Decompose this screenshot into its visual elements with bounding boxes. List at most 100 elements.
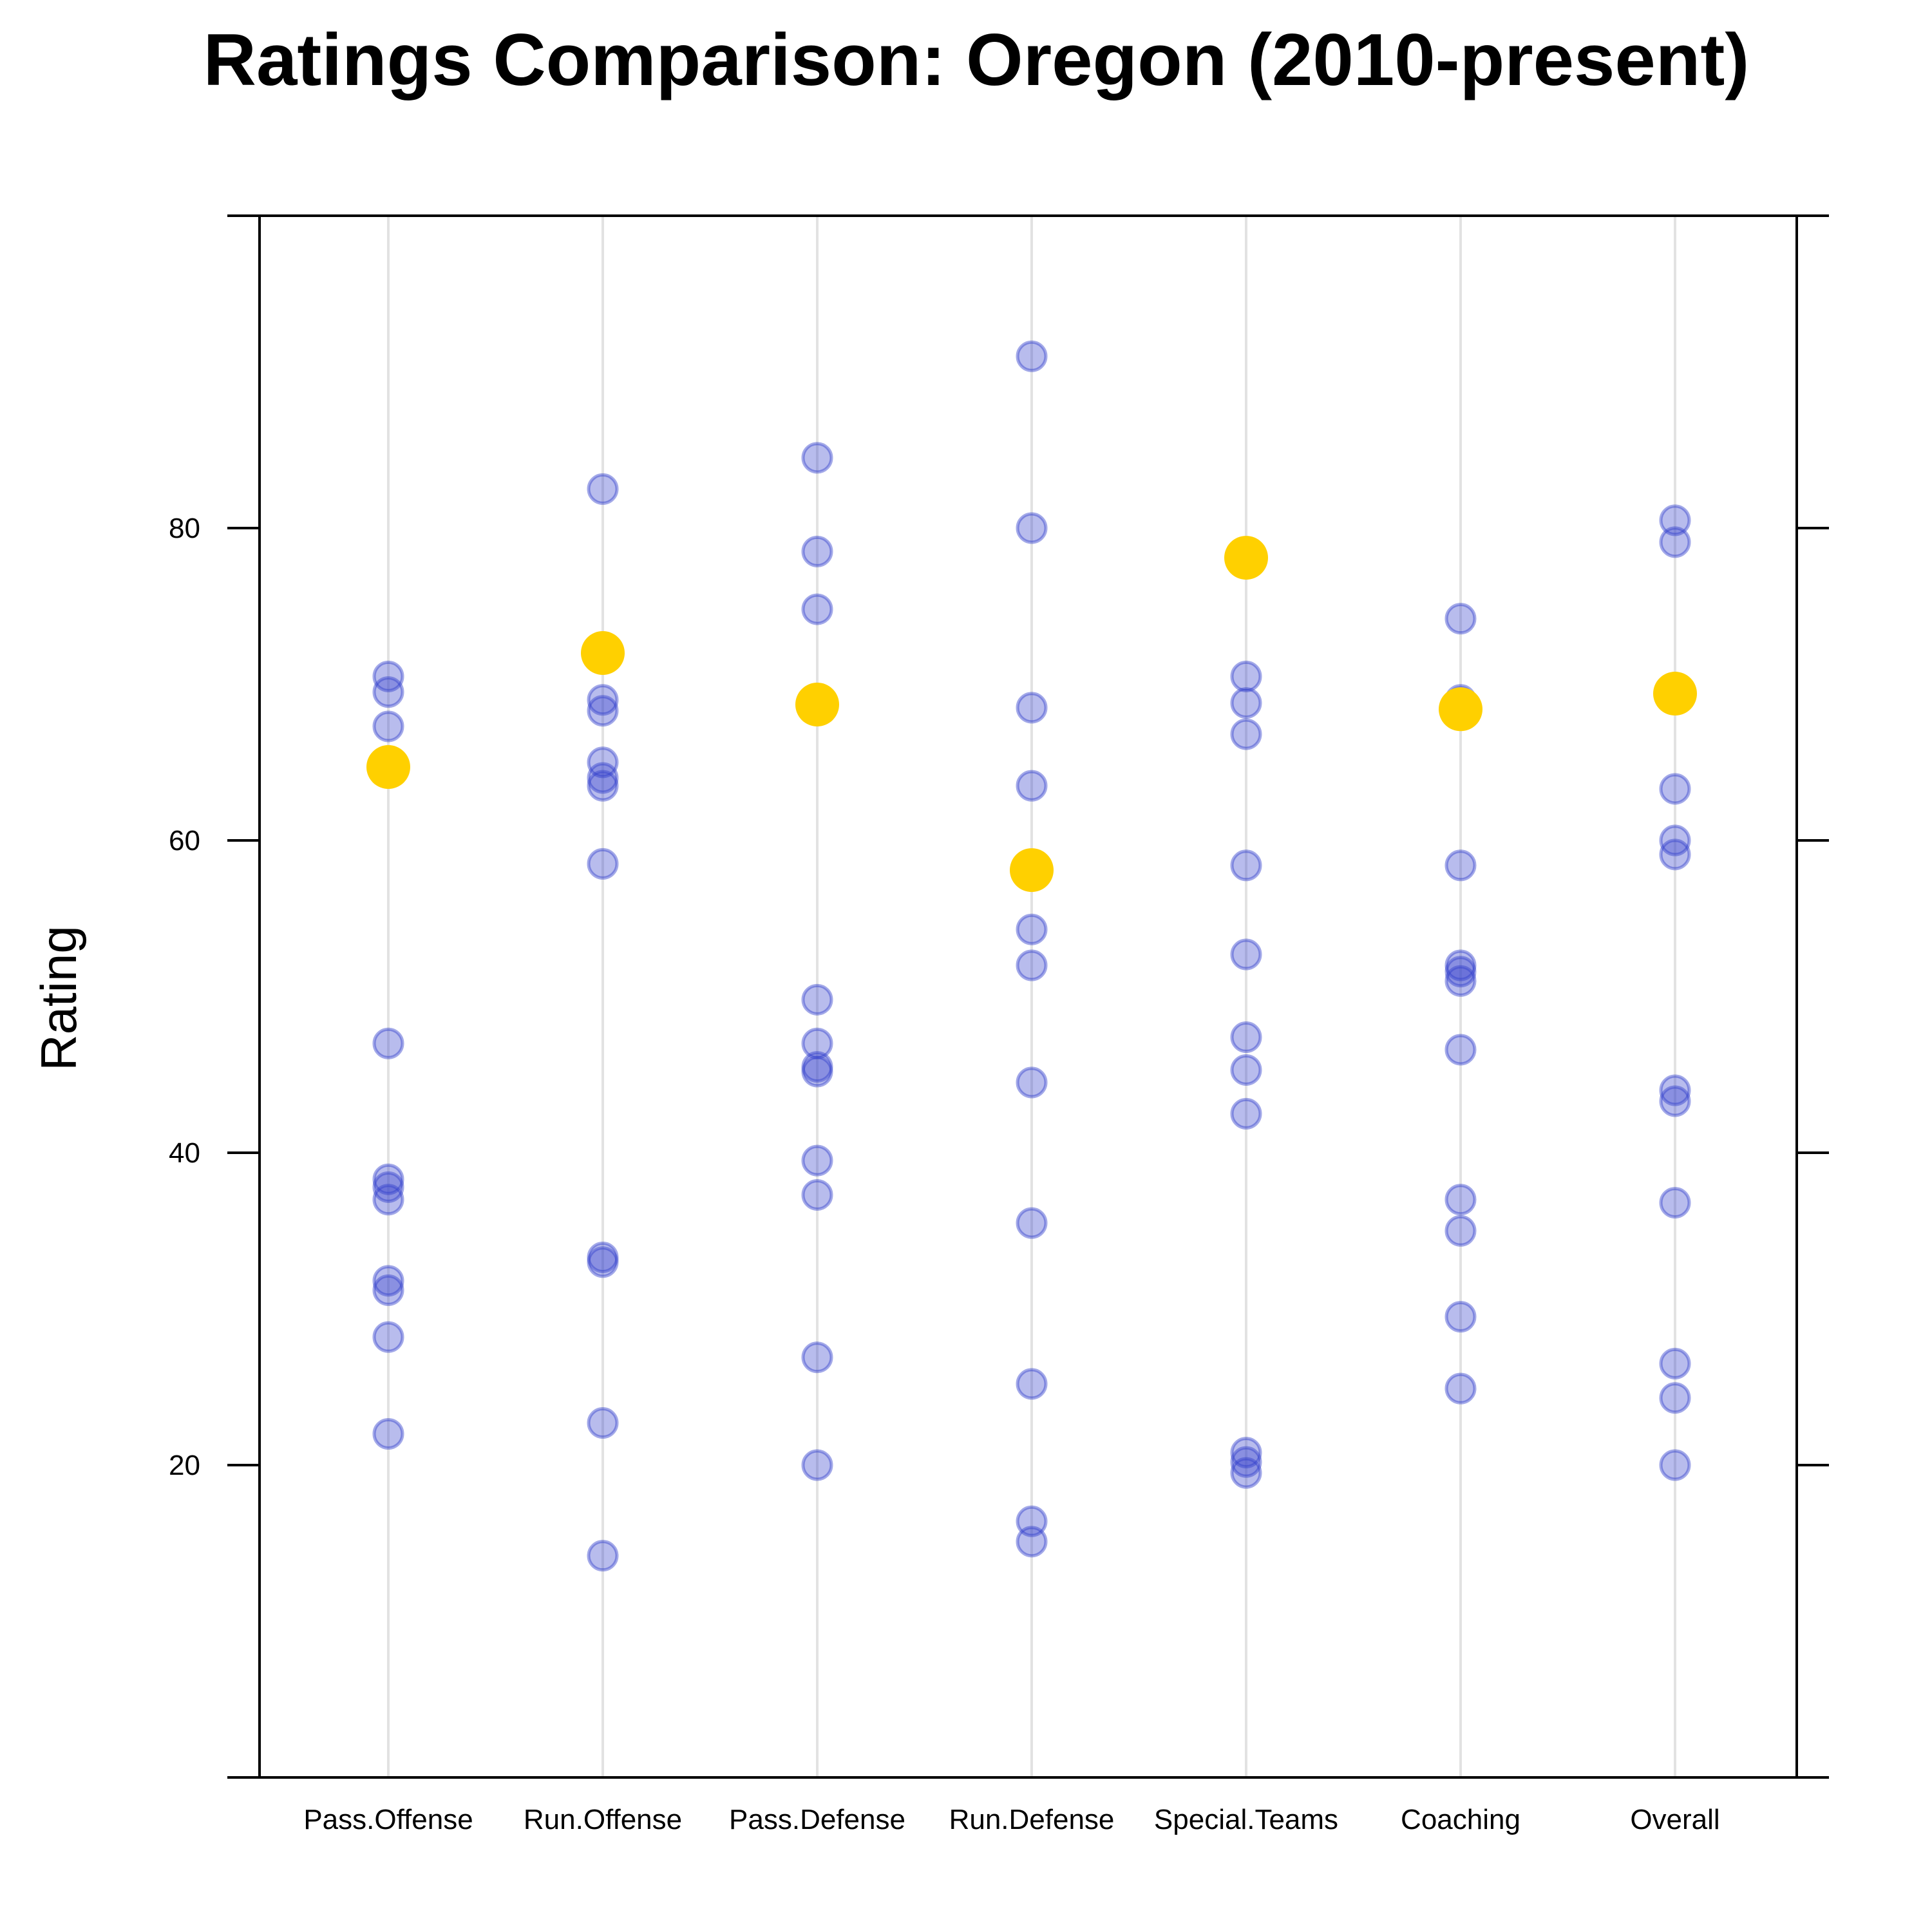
point-other-special-teams-8 [1230,1437,1262,1469]
point-other-overall-1 [1659,526,1691,558]
point-oregon-pass-defense [795,683,839,727]
point-other-run-offense-2 [587,695,619,727]
point-oregon-special-teams [1224,536,1268,580]
point-other-pass-offense-2 [372,710,404,743]
point-other-run-defense-2 [1016,692,1048,724]
point-other-pass-offense-1 [372,676,404,708]
point-other-pass-defense-10 [801,1449,833,1481]
x-category-label-pass-offense: Pass.Offense [303,1804,473,1835]
point-other-pass-defense-0 [801,442,833,474]
y-axis-label: Rating [30,925,87,1070]
point-other-pass-defense-7 [801,1144,833,1177]
y-tick-label-60: 60 [169,825,200,857]
x-category-label-pass-defense: Pass.Defense [729,1804,905,1835]
point-oregon-overall [1653,672,1697,716]
point-other-coaching-2 [1444,849,1477,882]
point-other-run-defense-3 [1016,770,1048,802]
x-category-label-special-teams: Special.Teams [1154,1804,1338,1835]
point-other-coaching-3 [1444,949,1477,981]
point-other-coaching-8 [1444,1215,1477,1247]
point-other-overall-8 [1659,1347,1691,1379]
point-other-pass-offense-8 [372,1274,404,1306]
point-other-run-defense-10 [1016,1526,1048,1558]
point-other-run-offense-0 [587,473,619,505]
point-other-pass-offense-5 [372,1171,404,1203]
point-other-run-offense-10 [587,1540,619,1572]
point-other-coaching-0 [1444,603,1477,635]
point-oregon-pass-offense [366,745,410,790]
point-other-run-defense-4 [1016,913,1048,945]
point-other-pass-defense-9 [801,1341,833,1374]
point-other-run-defense-0 [1016,340,1048,372]
point-other-special-teams-7 [1230,1097,1262,1130]
point-other-pass-offense-4 [372,1163,404,1195]
point-other-special-teams-4 [1230,938,1262,971]
point-other-run-offense-3 [587,746,619,779]
point-other-overall-10 [1659,1449,1691,1481]
point-other-pass-defense-4 [801,1027,833,1059]
point-other-overall-4 [1659,838,1691,871]
point-other-run-defense-5 [1016,949,1048,981]
point-oregon-coaching [1439,687,1482,732]
point-other-run-defense-8 [1016,1368,1048,1400]
x-category-label-run-defense: Run.Defense [949,1804,1115,1835]
point-other-coaching-10 [1444,1372,1477,1405]
point-other-run-offense-9 [587,1407,619,1439]
plot-border [258,214,1798,1779]
point-other-pass-defense-1 [801,535,833,567]
point-other-special-teams-9 [1230,1446,1262,1478]
point-other-overall-3 [1659,824,1691,857]
point-other-run-offense-7 [587,1241,619,1273]
point-other-run-offense-6 [587,848,619,880]
point-other-coaching-5 [1444,965,1477,997]
point-other-coaching-9 [1444,1301,1477,1333]
point-other-run-defense-1 [1016,512,1048,544]
point-other-run-defense-6 [1016,1066,1048,1099]
y-tick-label-80: 80 [169,513,200,544]
point-other-pass-defense-3 [801,983,833,1016]
point-oregon-run-offense [581,631,625,675]
point-other-pass-offense-10 [372,1418,404,1450]
point-other-run-defense-7 [1016,1207,1048,1239]
point-other-coaching-6 [1444,1034,1477,1066]
point-other-run-offense-4 [587,762,619,794]
x-category-label-coaching: Coaching [1401,1804,1520,1835]
x-category-label-run-offense: Run.Offense [524,1804,682,1835]
point-other-pass-defense-6 [801,1056,833,1088]
point-other-overall-0 [1659,504,1691,536]
point-other-overall-9 [1659,1382,1691,1414]
point-other-pass-defense-8 [801,1179,833,1211]
point-other-special-teams-2 [1230,718,1262,750]
y-tick-label-20: 20 [169,1450,200,1481]
axis-labels: 20 40 60 80 Pass.Offense Run.Offense Pass.Defe… [169,513,1720,1835]
point-other-coaching-4 [1444,956,1477,988]
chart-title: Ratings Comparison: Oregon (2010-present… [204,19,1750,101]
point-other-overall-5 [1659,1074,1691,1106]
point-other-run-defense-9 [1016,1505,1048,1537]
point-other-special-teams-6 [1230,1054,1262,1086]
x-category-label-overall: Overall [1630,1804,1719,1835]
point-other-run-offense-5 [587,770,619,802]
point-other-pass-defense-5 [801,1051,833,1083]
point-other-special-teams-1 [1230,687,1262,719]
point-other-pass-offense-3 [372,1027,404,1059]
point-other-special-teams-3 [1230,849,1262,882]
point-other-run-offense-1 [587,684,619,716]
point-other-overall-7 [1659,1187,1691,1219]
point-other-pass-offense-9 [372,1321,404,1353]
point-other-run-offense-8 [587,1246,619,1278]
axes [227,214,1829,1779]
point-other-pass-offense-6 [372,1184,404,1216]
point-other-overall-2 [1659,773,1691,805]
y-tick-label-40: 40 [169,1137,200,1169]
point-other-coaching-7 [1444,1184,1477,1216]
point-other-pass-offense-0 [372,660,404,692]
point-other-overall-6 [1659,1085,1691,1117]
grid-lines [387,216,1676,1777]
point-other-pass-defense-2 [801,593,833,625]
point-oregon-run-defense [1010,848,1054,893]
data-points [366,340,1697,1572]
point-other-special-teams-0 [1230,660,1262,692]
point-other-special-teams-5 [1230,1021,1262,1054]
